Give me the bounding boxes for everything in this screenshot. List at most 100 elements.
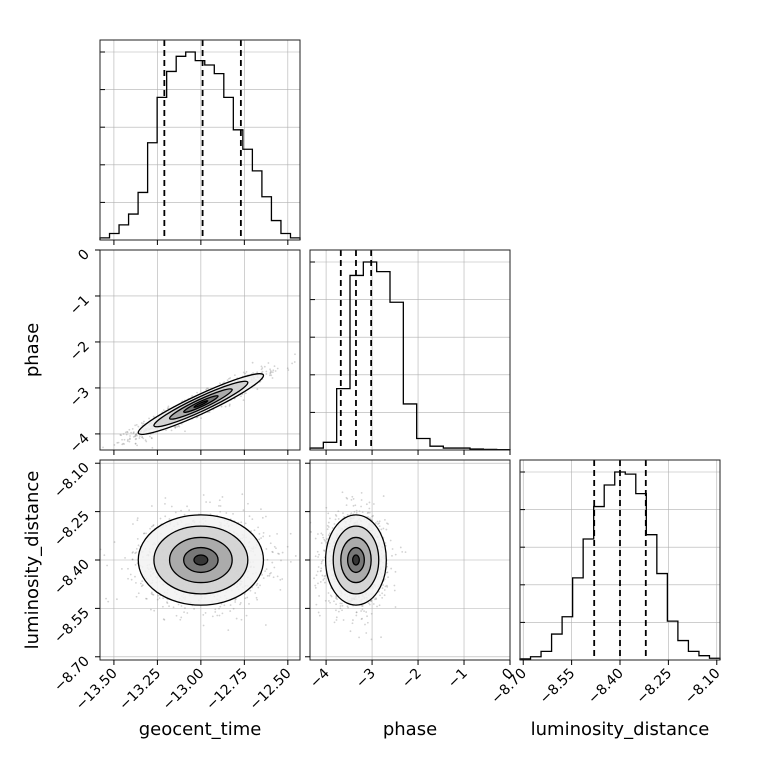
sample-point <box>195 416 198 419</box>
sample-point <box>394 606 397 608</box>
y-tick-label: 0 <box>75 247 93 265</box>
sample-point <box>404 551 407 554</box>
sample-point <box>164 515 167 518</box>
y-tick-label: −8.55 <box>51 605 93 647</box>
sample-point <box>150 608 152 611</box>
sample-point <box>141 435 144 438</box>
sample-point <box>234 599 237 601</box>
sample-point <box>330 595 333 598</box>
sample-point <box>135 433 138 436</box>
sample-point <box>218 499 221 502</box>
sample-point <box>134 442 137 445</box>
sample-point <box>386 571 389 574</box>
sample-point <box>137 425 140 428</box>
sample-point <box>273 545 276 548</box>
sample-point <box>235 617 238 620</box>
sample-point <box>286 367 289 370</box>
sample-point <box>287 369 290 371</box>
sample-point <box>300 355 302 357</box>
sample-point <box>266 574 269 577</box>
sample-point <box>269 368 271 371</box>
sample-point <box>180 616 183 619</box>
x-tick-label: −2 <box>399 666 425 692</box>
sample-point <box>126 430 128 433</box>
sample-point <box>113 444 116 446</box>
sample-point <box>327 534 330 536</box>
scatter-panel-geocent_time-phase <box>74 249 302 460</box>
sample-point <box>319 570 322 573</box>
sample-point <box>166 602 169 605</box>
sample-point <box>291 362 294 365</box>
scatter-panel-geocent_time-luminosity_distance <box>95 459 301 665</box>
sample-point <box>264 624 267 626</box>
sample-point <box>393 584 396 587</box>
sample-point <box>265 548 268 550</box>
sample-point <box>380 528 383 531</box>
sample-point <box>107 600 110 603</box>
sample-point <box>376 605 378 608</box>
sample-point <box>325 506 328 509</box>
sample-point <box>164 502 166 505</box>
sample-point <box>268 374 271 377</box>
sample-point <box>368 501 371 504</box>
sample-point <box>317 582 319 585</box>
sample-point <box>326 524 329 527</box>
sample-point <box>289 560 292 563</box>
y-tick-label: −2 <box>67 338 93 364</box>
sample-point <box>355 509 358 512</box>
sample-point <box>145 597 147 600</box>
sample-point <box>172 606 175 609</box>
sample-point <box>378 522 380 525</box>
sample-point <box>207 387 209 390</box>
sample-point <box>219 510 222 513</box>
scatter-panel-phase-luminosity_distance <box>300 459 511 665</box>
sample-point <box>151 593 154 596</box>
sample-point <box>328 532 331 535</box>
sample-point <box>184 607 186 610</box>
sample-point <box>323 575 326 578</box>
sample-point <box>145 597 148 600</box>
sample-point <box>228 404 231 407</box>
sample-point <box>269 572 271 575</box>
sample-point <box>183 611 185 614</box>
sample-point <box>354 504 357 507</box>
sample-point <box>269 369 272 372</box>
sample-point <box>383 589 386 591</box>
sample-point <box>136 519 139 522</box>
y-tick-label: −8.10 <box>51 460 93 502</box>
sample-point <box>274 370 277 372</box>
sample-point <box>327 526 330 528</box>
sample-point <box>128 440 131 443</box>
hist-panel-luminosity_distance <box>519 459 721 665</box>
sample-point <box>149 527 151 530</box>
sample-point <box>372 503 375 505</box>
sample-point <box>135 595 138 598</box>
sample-point <box>399 546 402 549</box>
sample-point <box>74 458 76 460</box>
sample-point <box>168 605 170 608</box>
sample-point <box>325 541 328 544</box>
sample-point <box>243 593 246 595</box>
sample-point <box>150 591 153 594</box>
sample-point <box>103 554 106 557</box>
sample-point <box>300 592 302 594</box>
sample-point <box>135 423 138 426</box>
sample-point <box>134 442 137 445</box>
sample-point <box>358 510 361 513</box>
sample-point <box>360 499 363 501</box>
sample-point <box>334 514 337 516</box>
sample-point <box>122 433 125 435</box>
sample-point <box>316 570 319 573</box>
sample-point <box>328 517 331 520</box>
sample-point <box>177 603 180 606</box>
scatter-area <box>100 460 300 660</box>
sample-point <box>214 611 217 613</box>
sample-point <box>273 365 276 368</box>
sample-point <box>124 431 127 434</box>
sample-point <box>349 630 352 633</box>
sample-point <box>339 602 342 605</box>
sample-point <box>127 438 129 441</box>
hist-panel-geocent_time <box>99 39 301 245</box>
sample-point <box>377 523 379 525</box>
sample-point <box>122 442 125 445</box>
